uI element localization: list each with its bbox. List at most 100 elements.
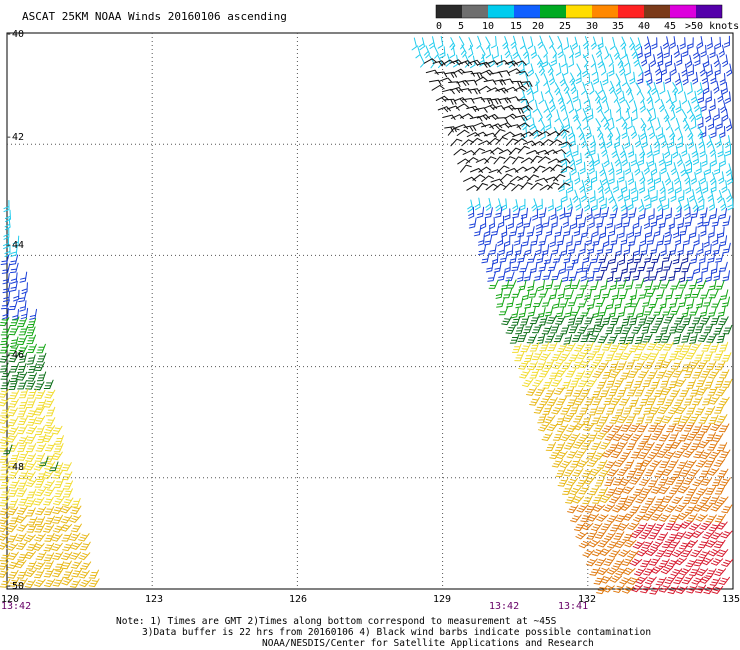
wind-barb: [677, 81, 684, 94]
wind-barb: [719, 208, 727, 220]
wind-barb: [538, 260, 547, 272]
wind-barb: [532, 208, 539, 221]
wind-barb: [609, 414, 620, 424]
wind-barb: [671, 468, 683, 479]
wind-barb: [671, 360, 682, 370]
wind-barb: [581, 81, 587, 95]
wind-barb: [523, 270, 532, 282]
wind-barb: [670, 189, 677, 202]
wind-barb: [709, 98, 716, 111]
wind-barb: [686, 405, 696, 415]
wind-barb: [593, 323, 605, 333]
wind-barb: [640, 487, 653, 496]
wind-barb: [672, 522, 684, 531]
wind-barb: [441, 88, 455, 95]
wind-barb: [633, 244, 641, 256]
wind-barb: [433, 45, 439, 59]
wind-barb: [449, 59, 463, 66]
wind-barb: [35, 443, 47, 452]
wind-barb: [580, 513, 592, 523]
wind-barb: [6, 533, 18, 543]
wind-barb: [598, 468, 611, 477]
wind-barb: [522, 99, 529, 113]
wind-barb: [647, 369, 658, 379]
wind-barb: [663, 548, 675, 558]
wind-barb: [476, 206, 485, 219]
wind-barb: [43, 480, 55, 489]
wind-barb: [626, 387, 638, 397]
wind-barb: [17, 380, 27, 390]
wind-barb: [26, 416, 37, 426]
wind-barb: [16, 335, 27, 345]
wind-barb: [654, 496, 665, 506]
wind-barb: [636, 440, 648, 450]
wind-barb: [52, 577, 64, 587]
wind-barb: [618, 170, 625, 183]
wind-barb: [709, 208, 718, 220]
wind-barb: [555, 306, 564, 318]
wind-barb: [685, 153, 692, 167]
wind-barb: [567, 315, 577, 326]
wind-barb: [714, 404, 725, 414]
wind-barb: [36, 352, 47, 363]
wind-barb: [604, 532, 616, 541]
wind-barb: [35, 551, 47, 561]
wind-barb: [514, 352, 525, 362]
wind-barb: [724, 91, 731, 104]
wind-barb: [665, 505, 678, 513]
wind-barb: [682, 45, 689, 57]
wind-barb: [544, 415, 556, 424]
wind-barb: [679, 468, 691, 477]
wind-barb: [574, 314, 585, 325]
wind-barb: [645, 80, 652, 94]
wind-barb: [519, 90, 526, 104]
wind-barb: [578, 485, 590, 495]
wind-barb: [607, 468, 619, 477]
wind-barb: [691, 314, 702, 325]
wind-barb: [78, 570, 90, 579]
wind-barb: [637, 261, 647, 272]
wind-barb: [718, 171, 725, 184]
wind-barb: [478, 166, 492, 173]
wind-barb: [606, 298, 615, 310]
wind-barb: [593, 289, 602, 300]
wind-barb: [708, 414, 719, 424]
wind-barb: [625, 296, 633, 308]
lon-label: 120: [1, 594, 19, 605]
lat-label: -50: [6, 581, 24, 592]
wind-barb: [647, 478, 659, 488]
wind-barb: [683, 422, 695, 432]
wind-barb: [702, 181, 709, 194]
wind-barb: [33, 381, 45, 391]
wind-barb: [720, 100, 727, 113]
wind-barb: [601, 143, 608, 157]
wind-barb: [509, 252, 518, 264]
wind-barb: [521, 235, 530, 247]
wind-barb: [575, 208, 583, 220]
wind-barb: [455, 103, 469, 109]
wind-barb: [698, 198, 705, 211]
wind-barb: [54, 488, 65, 498]
wind-barb: [645, 576, 657, 585]
wind-barb: [607, 540, 619, 549]
wind-barb: [635, 467, 647, 477]
wind-barb: [689, 108, 696, 122]
wind-barb: [624, 189, 631, 202]
lon-label: 129: [433, 594, 451, 605]
wind-barb: [613, 584, 625, 593]
wind-barb: [510, 35, 517, 49]
wind-barb: [518, 360, 529, 370]
wind-barb: [682, 494, 693, 504]
wind-barb: [24, 498, 36, 508]
wind-barb: [722, 270, 730, 282]
wind-barb: [646, 395, 657, 406]
wind-barb: [719, 449, 731, 459]
wind-barb: [605, 405, 616, 415]
wind-barb: [478, 53, 485, 67]
wind-barb: [496, 297, 505, 308]
wind-barb: [596, 379, 607, 389]
wind-barb: [656, 46, 663, 59]
wind-barb: [584, 314, 594, 325]
wind-barb: [510, 307, 519, 319]
wind-barb: [478, 85, 492, 92]
